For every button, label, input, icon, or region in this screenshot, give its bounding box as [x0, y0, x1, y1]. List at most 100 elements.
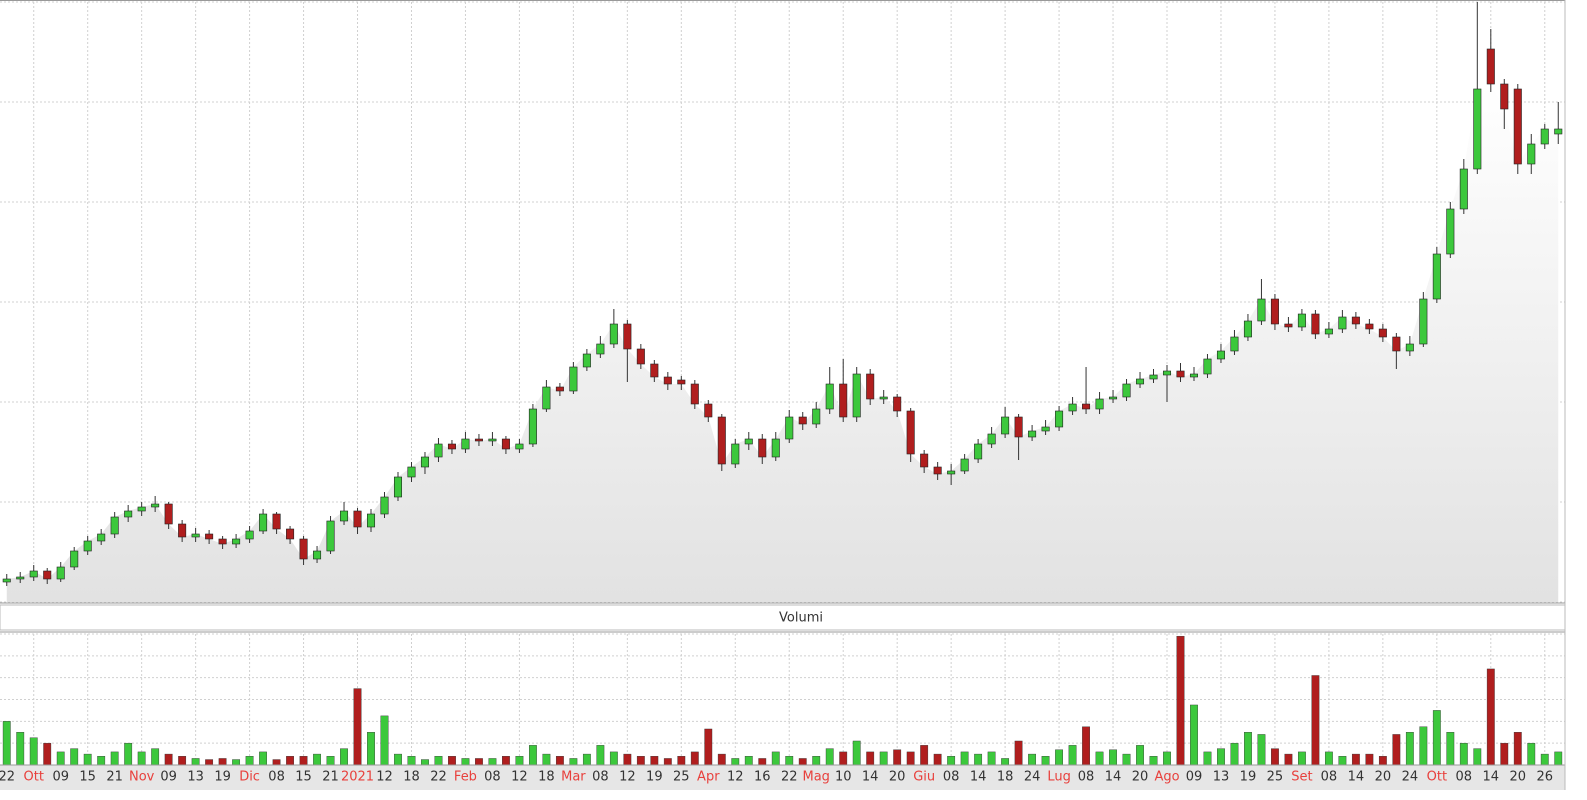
candle-body: [313, 550, 322, 560]
candle-body: [434, 443, 443, 458]
volume-bar: [920, 745, 929, 766]
volume-bar: [798, 758, 807, 766]
candle-body: [1486, 48, 1495, 85]
volume-bar: [29, 737, 38, 766]
candle-body: [1041, 426, 1050, 432]
volume-bar: [528, 745, 537, 766]
volume-bar: [1405, 732, 1414, 766]
volume-bar: [731, 758, 740, 766]
x-tick-label: Set: [1291, 770, 1312, 785]
candle-body: [1243, 320, 1252, 338]
volume-bar: [596, 745, 605, 766]
candle-body: [1230, 336, 1239, 352]
volume-bar: [1257, 734, 1266, 766]
volume-bar: [137, 751, 146, 766]
x-tick-label: Giu: [913, 770, 935, 785]
candle-body: [920, 453, 929, 468]
volume-bar: [1446, 732, 1455, 766]
candle-body: [1324, 328, 1333, 335]
volume-bar: [286, 756, 294, 766]
volume-bar: [1419, 726, 1428, 766]
volume-bar: [16, 732, 25, 766]
candle-body: [1284, 323, 1293, 328]
x-tick-label: Nov: [129, 770, 155, 785]
candle-body: [393, 476, 403, 498]
volume-bar: [1271, 748, 1279, 766]
x-tick-label: 08: [1078, 770, 1095, 785]
candle-body: [1459, 168, 1468, 210]
x-axis-band: [0, 765, 1565, 790]
candle-body: [1176, 370, 1185, 378]
x-tick-label: 16: [754, 770, 771, 785]
candle-body: [83, 540, 92, 552]
candle-body: [1500, 83, 1509, 110]
candle-body: [151, 503, 160, 508]
candle-body: [259, 513, 268, 532]
candle-body: [812, 408, 821, 425]
candle-body: [1136, 378, 1145, 385]
x-tick-label: 19: [646, 770, 663, 785]
candle-body: [245, 530, 254, 540]
volume-bar: [677, 756, 686, 766]
volume-bar: [1473, 748, 1482, 766]
candle-body: [461, 438, 470, 450]
volume-bar: [488, 758, 497, 766]
x-tick-label: 12: [511, 770, 528, 785]
x-tick-label: 20: [889, 770, 906, 785]
x-tick-label: Ott: [1427, 770, 1447, 785]
volume-bar: [1244, 732, 1252, 766]
volume-bar: [1513, 732, 1522, 766]
candle-body: [1378, 328, 1387, 338]
volume-bar: [1136, 745, 1144, 766]
candle-body: [1527, 143, 1536, 165]
x-tick-label: 2021: [341, 770, 374, 785]
volume-bar: [663, 758, 672, 766]
volume-bar: [947, 756, 956, 766]
candle-body: [420, 456, 429, 468]
candle-body: [97, 533, 106, 542]
candle-body: [690, 383, 699, 405]
candle-body: [1109, 396, 1118, 400]
volume-bar: [825, 748, 834, 766]
candle-body: [1513, 88, 1522, 165]
volume-bar: [124, 742, 133, 766]
candle-body: [1001, 416, 1010, 435]
candle-body: [1095, 398, 1104, 410]
volume-bar: [407, 756, 416, 766]
candle-body: [771, 438, 780, 458]
x-tick-label: 25: [1267, 770, 1284, 785]
volume-bar: [70, 748, 79, 766]
volume-bar: [582, 753, 591, 766]
candle-body: [353, 510, 362, 528]
x-tick-label: 21: [106, 770, 123, 785]
candle-body: [1082, 403, 1091, 410]
x-tick-label: 24: [1024, 770, 1041, 785]
volume-bar: [1122, 753, 1131, 766]
x-tick-label: Ott: [24, 770, 44, 785]
volume-bar: [191, 758, 200, 766]
candle-body: [1540, 128, 1549, 145]
volume-bar: [1068, 745, 1077, 766]
x-tick-label: 14: [970, 770, 987, 785]
x-tick-label: 20: [1375, 770, 1392, 785]
volume-bar: [326, 756, 335, 766]
candle-body: [110, 516, 119, 535]
candle-body: [515, 443, 524, 450]
volume-bar: [1486, 668, 1495, 766]
volume-bar: [636, 756, 645, 766]
x-tick-label: 15: [295, 770, 312, 785]
candle-body: [1162, 370, 1172, 376]
volume-bar: [1001, 758, 1010, 766]
candle-body: [29, 570, 38, 578]
volume-bar: [205, 759, 214, 766]
volume-bar: [704, 728, 713, 766]
candle-body: [1270, 298, 1279, 325]
candle-body: [1189, 373, 1198, 378]
x-tick-label: Apr: [697, 770, 720, 785]
candle-body: [137, 506, 146, 512]
candle-body: [974, 443, 983, 460]
x-tick-label: Mar: [561, 770, 586, 785]
candle-body: [1351, 316, 1360, 325]
volume-bar: [555, 756, 564, 766]
